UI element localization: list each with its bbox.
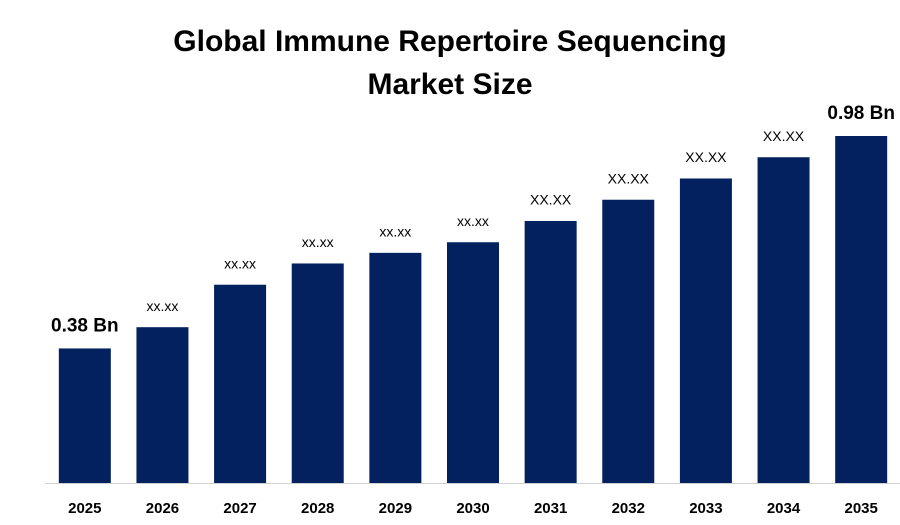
value-label: xx.xx xyxy=(457,213,489,229)
bar xyxy=(447,242,499,483)
x-tick-label: 2035 xyxy=(844,500,877,517)
bar xyxy=(524,220,577,483)
value-label: xx.xx xyxy=(147,298,179,314)
chart-title: Global Immune Repertoire Sequencing Mark… xyxy=(173,25,727,101)
value-label: xx.xx xyxy=(224,255,256,271)
value-label: xx.xx xyxy=(302,234,334,250)
value-label: XX.XX xyxy=(763,128,805,144)
value-label: XX.XX xyxy=(608,170,650,186)
bar xyxy=(58,348,111,483)
x-tick-label: 2026 xyxy=(146,500,179,517)
x-tick-label: 2029 xyxy=(379,500,412,517)
x-tick-label: 2028 xyxy=(301,500,334,517)
bar xyxy=(136,327,189,483)
bar xyxy=(291,263,344,483)
x-tick-label: 2025 xyxy=(68,500,101,517)
x-tick-label: 2032 xyxy=(612,500,645,517)
bar xyxy=(835,136,888,483)
value-label: XX.XX xyxy=(685,149,727,165)
x-tick-label: 2030 xyxy=(456,500,489,517)
x-tick-label: 2031 xyxy=(534,500,567,517)
value-label: 0.38 Bn xyxy=(51,315,119,336)
bar xyxy=(369,252,422,483)
bar xyxy=(757,157,810,483)
bar xyxy=(602,199,655,484)
x-tick-label: 2034 xyxy=(767,500,801,517)
value-label: xx.xx xyxy=(379,224,411,240)
value-label: 0.98 Bn xyxy=(827,103,895,124)
bar xyxy=(214,284,267,483)
x-tick-label: 2033 xyxy=(689,500,722,517)
x-tick-label: 2027 xyxy=(223,500,256,517)
value-label: XX.XX xyxy=(530,192,572,208)
bar xyxy=(679,178,732,483)
